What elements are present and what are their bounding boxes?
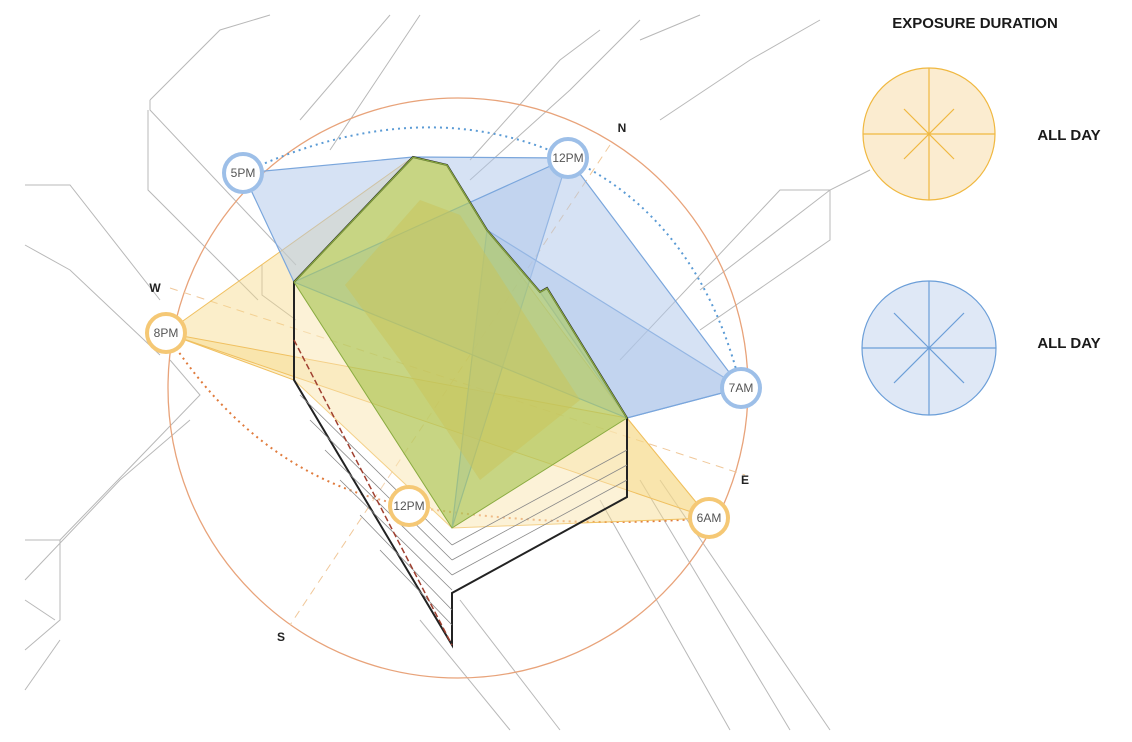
- blue-sun-markers-part: [720, 367, 762, 409]
- blue-sun-markers-part: [222, 152, 264, 194]
- context-lines-part: [469, 29, 601, 161]
- context-lines-part: [149, 14, 271, 101]
- legend-blue-symbol: [861, 280, 997, 416]
- compass-label: W: [149, 281, 161, 295]
- building-part: [451, 479, 628, 576]
- context-lines-part: [419, 619, 511, 731]
- context-lines-part: [24, 639, 61, 691]
- compass-label: S: [277, 630, 285, 644]
- building-part: [299, 394, 453, 546]
- legend-label: ALL DAY: [1037, 127, 1100, 144]
- sun-time: 12PM: [552, 151, 583, 165]
- compass-ring-part: [289, 144, 611, 626]
- context-lines-part: [469, 19, 641, 181]
- context-lines-part: [24, 419, 191, 581]
- orange-sun-markers-part: [688, 497, 730, 539]
- orange-sun-markers: [145, 312, 730, 539]
- context-lines-part: [659, 19, 821, 121]
- building-part: [379, 549, 453, 626]
- building-part: [451, 449, 628, 546]
- context-lines-part: [149, 100, 297, 266]
- context-lines-part: [459, 599, 561, 731]
- blue-sun-markers: [222, 137, 762, 409]
- sun-time: 8PM: [154, 326, 179, 340]
- context-lines-part: [24, 244, 161, 356]
- compass-label: E: [741, 473, 749, 487]
- building-part: [299, 394, 628, 626]
- context-lines: [24, 14, 871, 731]
- sun-time: 6AM: [697, 511, 722, 525]
- building-part: [345, 200, 580, 480]
- compass-label: N: [618, 121, 627, 135]
- blue-sun-markers-part: [547, 137, 589, 179]
- context-lines-part: [639, 14, 701, 41]
- building-part: [339, 479, 453, 591]
- building-part: [324, 449, 453, 576]
- compass-ring-part: [169, 287, 746, 476]
- sun-time: 5PM: [231, 166, 256, 180]
- context-lines-part: [299, 14, 391, 121]
- legend-blue-symbol-part: [893, 312, 965, 384]
- building-part: [293, 339, 453, 646]
- context-lines-part: [24, 359, 201, 651]
- context-lines-part: [329, 14, 421, 151]
- sun-time: 12PM: [393, 499, 424, 513]
- building-part: [451, 464, 628, 561]
- orange-sun-markers-part: [145, 312, 187, 354]
- context-lines-part: [24, 599, 56, 621]
- building-part: [309, 419, 453, 561]
- legend-orange-symbol-part: [903, 108, 955, 160]
- context-lines-part: [261, 265, 297, 321]
- context-lines-part: [25, 184, 161, 301]
- building-part: [359, 514, 453, 611]
- orange-sun-markers-part: [388, 485, 430, 527]
- context-lines-part: [599, 499, 731, 731]
- context-lines-part: [619, 189, 831, 361]
- context-lines-part: [147, 110, 259, 301]
- legend-orange-symbol: [862, 67, 996, 201]
- legend-label: ALL DAY: [1037, 335, 1100, 352]
- sun-time: 7AM: [729, 381, 754, 395]
- legend-title: EXPOSURE DURATION: [892, 15, 1058, 32]
- context-lines-part: [699, 169, 871, 291]
- building: [293, 155, 628, 649]
